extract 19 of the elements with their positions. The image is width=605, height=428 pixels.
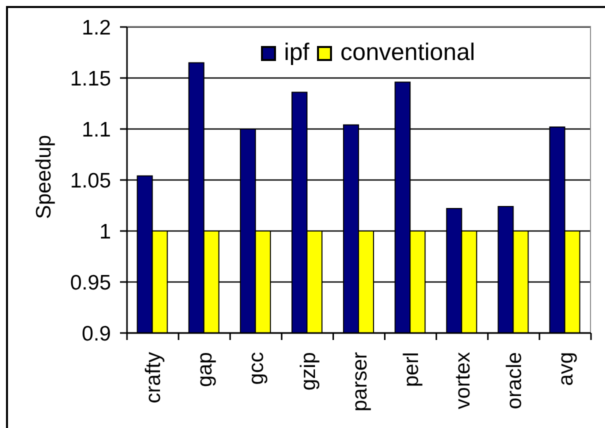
x-tick-label: avg — [554, 352, 578, 386]
x-tick-label: parser — [348, 352, 372, 412]
y-tick-label: 0.9 — [82, 322, 111, 346]
x-tick-label: perl — [400, 352, 423, 388]
x-tick-label: gcc — [245, 352, 268, 385]
y-tick-label: 1.15 — [70, 67, 111, 90]
x-tick-label: vortex — [451, 352, 474, 410]
y-tick-label: 0.95 — [70, 271, 111, 294]
y-tick-label: 1.2 — [82, 16, 111, 40]
legend-label: conventional — [340, 39, 476, 67]
legend-label: ipf — [284, 39, 310, 67]
y-axis-title: Speedup — [32, 134, 56, 220]
x-tick-label: gzip — [296, 352, 320, 391]
y-tick-label: 1.1 — [82, 118, 111, 142]
x-tick-label: gap — [194, 352, 217, 388]
x-tick-label: crafty — [142, 352, 166, 404]
x-tick-label: oracle — [503, 352, 526, 410]
y-tick-label: 1 — [99, 220, 111, 244]
y-tick-label: 1.05 — [70, 169, 111, 192]
